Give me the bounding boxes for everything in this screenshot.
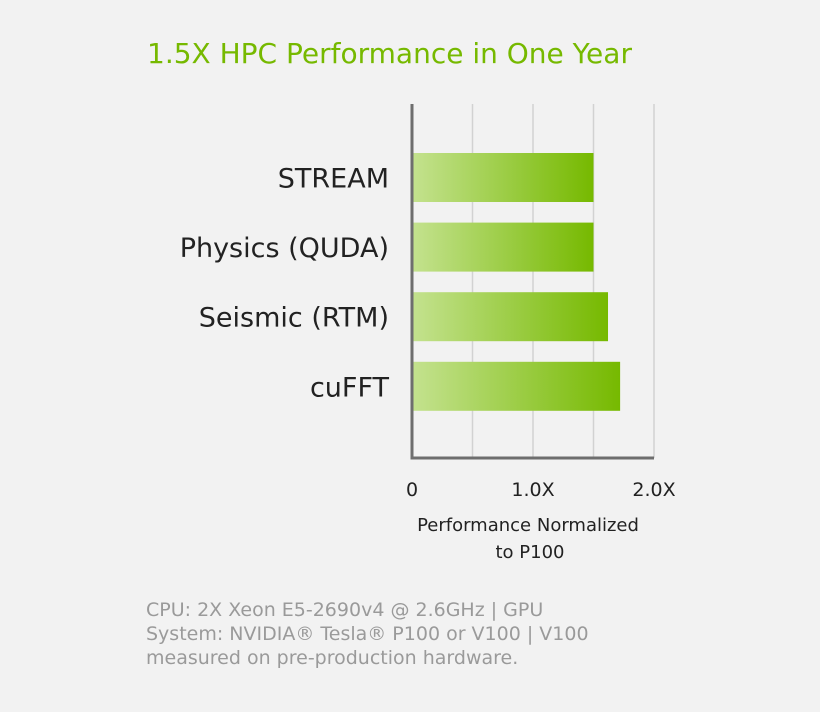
bar xyxy=(412,292,609,342)
bar xyxy=(412,153,594,202)
axis-layer xyxy=(410,104,654,460)
category-label: cuFFT xyxy=(310,372,390,403)
x-tick-label: 0 xyxy=(406,479,418,501)
bar-layer xyxy=(412,153,621,411)
x-axis-label-line-1: Performance Normalized xyxy=(417,515,639,536)
bar xyxy=(412,222,594,272)
footnote-line: System: NVIDIA® Tesla® P100 or V100 | V1… xyxy=(146,623,589,645)
footnote-line: measured on pre-production hardware. xyxy=(146,647,519,669)
category-label: Seismic (RTM) xyxy=(199,303,389,334)
x-tick-label: 2.0X xyxy=(632,479,675,501)
footnote-line: CPU: 2X Xeon E5-2690v4 @ 2.6GHz | GPU xyxy=(146,599,544,621)
tick-layer: 0 1.0X 2.0X xyxy=(406,479,676,501)
footnote: CPU: 2X Xeon E5-2690v4 @ 2.6GHz | GPU Sy… xyxy=(146,598,746,670)
chart-title: 1.5X HPC Performance in One Year xyxy=(147,37,632,70)
x-tick-label: 1.0X xyxy=(511,479,554,501)
x-axis-label-line-2: to P100 xyxy=(495,542,564,563)
label-layer: STREAM Physics (QUDA) Seismic (RTM) cuFFT xyxy=(180,164,390,404)
category-label: STREAM xyxy=(278,164,389,195)
category-label: Physics (QUDA) xyxy=(180,233,389,264)
bar xyxy=(412,361,621,411)
